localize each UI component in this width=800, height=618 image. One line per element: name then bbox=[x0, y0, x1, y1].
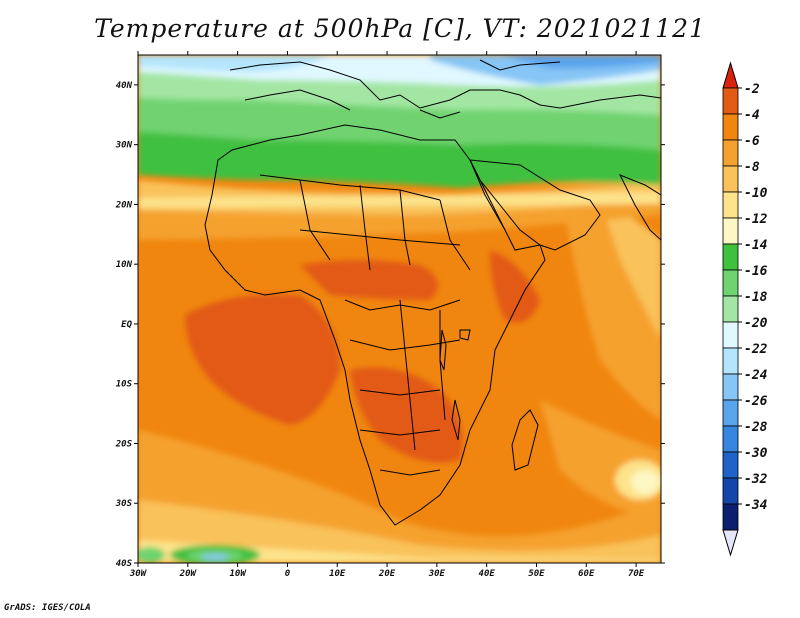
lon-tick-label: 10W bbox=[229, 569, 247, 579]
colorbar-label: -10 bbox=[744, 186, 768, 201]
colorbar-label: -12 bbox=[744, 212, 768, 227]
colorbar-segment bbox=[722, 113, 739, 141]
lat-tick-label: 10N bbox=[116, 260, 133, 270]
colorbar-segment bbox=[722, 399, 739, 427]
lat-tick-label: 30N bbox=[115, 141, 133, 151]
colorbar: -2 -4 -6 -8 -10 -12 -14 -16 -18 -20 -22 -24 -26 -28 -3… bbox=[722, 61, 768, 557]
lon-tick-label: 50E bbox=[528, 569, 545, 579]
colorbar-label: -8 bbox=[744, 160, 760, 175]
colorbar-label: -16 bbox=[744, 264, 768, 279]
colorbar-label: -30 bbox=[744, 446, 768, 461]
colorbar-segment bbox=[722, 347, 739, 375]
lat-tick-label: 40N bbox=[116, 81, 133, 91]
colorbar-segment bbox=[722, 373, 739, 401]
colorbar-segment bbox=[722, 165, 739, 193]
colorbar-label: -22 bbox=[744, 342, 768, 357]
lon-tick-label: 10E bbox=[329, 569, 346, 579]
lat-tick-label: 30S bbox=[115, 499, 133, 509]
colorbar-segment bbox=[722, 87, 739, 115]
colorbar-label: -6 bbox=[744, 134, 760, 149]
lon-tick-label: 0 bbox=[285, 569, 291, 579]
map-frame bbox=[137, 54, 662, 564]
colorbar-segment bbox=[722, 321, 739, 349]
lon-tick-label: 70E bbox=[628, 569, 645, 579]
colorbar-segment bbox=[722, 269, 739, 297]
colorbar-segment bbox=[722, 191, 739, 219]
lat-tick-label: 10S bbox=[116, 380, 133, 390]
lat-tick-label: 20S bbox=[115, 439, 133, 449]
lat-tick-label: 40S bbox=[116, 559, 133, 569]
coastlines bbox=[204, 59, 661, 526]
colorbar-top-arrow bbox=[722, 61, 739, 89]
colorbar-label: -28 bbox=[744, 420, 768, 435]
colorbar-label: -14 bbox=[744, 238, 768, 253]
colorbar-label: -26 bbox=[744, 394, 768, 409]
colorbar-segment bbox=[722, 477, 739, 505]
colorbar-label: -4 bbox=[744, 108, 760, 123]
colorbar-label: -2 bbox=[744, 82, 760, 97]
colorbar-segment bbox=[722, 217, 739, 245]
map-title: Temperature at 500hPa [C], VT: 202102112… bbox=[94, 14, 706, 43]
lon-tick-label: 30E bbox=[428, 569, 446, 579]
colorbar-label: -18 bbox=[744, 290, 768, 305]
colorbar-segment bbox=[722, 295, 739, 323]
lon-tick-label: 60E bbox=[578, 569, 595, 579]
colorbar-label: -34 bbox=[744, 498, 768, 513]
colorbar-segment bbox=[722, 425, 739, 453]
temperature-map: 40N 30N 20N 10N EQ 10S 20S 30S 40S 30W 20W 10W 0 10E… bbox=[115, 51, 768, 579]
lon-tick-label: 40E bbox=[479, 569, 496, 579]
lon-tick-label: 30W bbox=[129, 569, 148, 579]
credit-label: GrADS: IGES/COLA bbox=[4, 603, 91, 613]
colorbar-segment bbox=[722, 503, 739, 531]
lon-ticks: 30W 20W 10W 0 10E 20E 30E 40E 50E 60E 70E bbox=[129, 51, 645, 579]
colorbar-segment bbox=[722, 451, 739, 479]
lat-tick-label: EQ bbox=[121, 320, 132, 330]
colorbar-segment bbox=[722, 243, 739, 271]
lat-tick-label: 20N bbox=[115, 200, 133, 210]
lon-tick-label: 20W bbox=[179, 569, 198, 579]
lat-ticks: 40N 30N 20N 10N EQ 10S 20S 30S 40S bbox=[115, 81, 665, 569]
colorbar-bottom-arrow bbox=[722, 529, 739, 557]
colorbar-label: -32 bbox=[744, 472, 768, 487]
temperature-field bbox=[138, 55, 661, 563]
lon-tick-label: 20E bbox=[378, 569, 396, 579]
colorbar-label: -24 bbox=[744, 368, 768, 383]
colorbar-label: -20 bbox=[744, 316, 768, 331]
colorbar-segment bbox=[722, 139, 739, 167]
